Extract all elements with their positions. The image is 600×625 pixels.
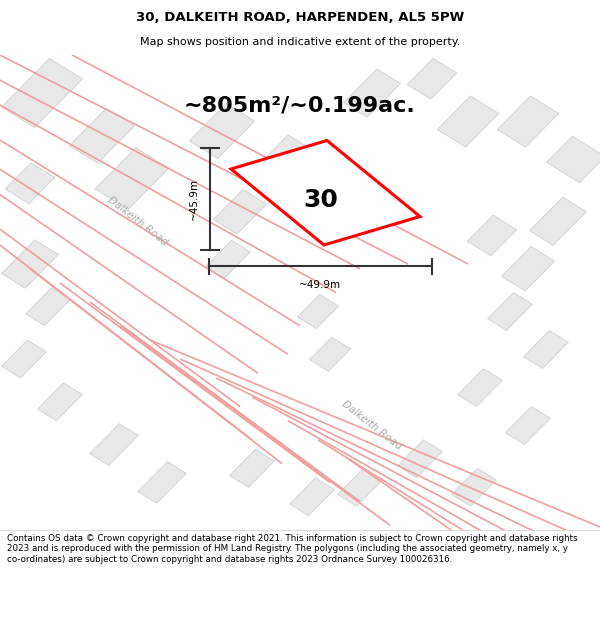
Polygon shape [524, 331, 568, 369]
Polygon shape [497, 96, 559, 147]
Polygon shape [458, 369, 502, 406]
Polygon shape [310, 337, 350, 371]
Text: ~45.9m: ~45.9m [189, 177, 199, 220]
Text: Dalkeith Road: Dalkeith Road [106, 195, 170, 248]
Text: 30, DALKEITH ROAD, HARPENDEN, AL5 5PW: 30, DALKEITH ROAD, HARPENDEN, AL5 5PW [136, 11, 464, 24]
Polygon shape [488, 292, 532, 331]
Polygon shape [190, 104, 254, 159]
Text: ~49.9m: ~49.9m [299, 279, 341, 289]
Polygon shape [214, 189, 266, 234]
Polygon shape [344, 69, 400, 117]
Text: Map shows position and indicative extent of the property.: Map shows position and indicative extent… [140, 38, 460, 48]
Polygon shape [547, 136, 600, 183]
Polygon shape [247, 135, 317, 194]
Polygon shape [530, 197, 586, 246]
Polygon shape [70, 108, 134, 163]
Polygon shape [206, 240, 250, 278]
Polygon shape [467, 215, 517, 256]
Polygon shape [398, 440, 442, 478]
Polygon shape [38, 382, 82, 421]
Polygon shape [231, 141, 420, 245]
Polygon shape [298, 294, 338, 329]
Polygon shape [437, 96, 499, 147]
Polygon shape [2, 240, 58, 288]
Polygon shape [90, 424, 138, 466]
Polygon shape [26, 288, 70, 326]
Text: 30: 30 [304, 188, 338, 212]
Polygon shape [95, 148, 169, 209]
Text: ~805m²/~0.199ac.: ~805m²/~0.199ac. [184, 96, 416, 116]
Polygon shape [502, 246, 554, 291]
Polygon shape [452, 468, 496, 506]
Text: Dalkeith Road: Dalkeith Road [340, 399, 404, 452]
Polygon shape [407, 58, 457, 99]
Polygon shape [506, 406, 550, 444]
Text: Contains OS data © Crown copyright and database right 2021. This information is : Contains OS data © Crown copyright and d… [7, 534, 578, 564]
Polygon shape [290, 478, 334, 516]
Polygon shape [338, 468, 382, 506]
Polygon shape [230, 449, 274, 488]
Polygon shape [5, 163, 55, 204]
Polygon shape [1, 58, 83, 127]
Polygon shape [2, 340, 46, 378]
Polygon shape [138, 462, 186, 503]
